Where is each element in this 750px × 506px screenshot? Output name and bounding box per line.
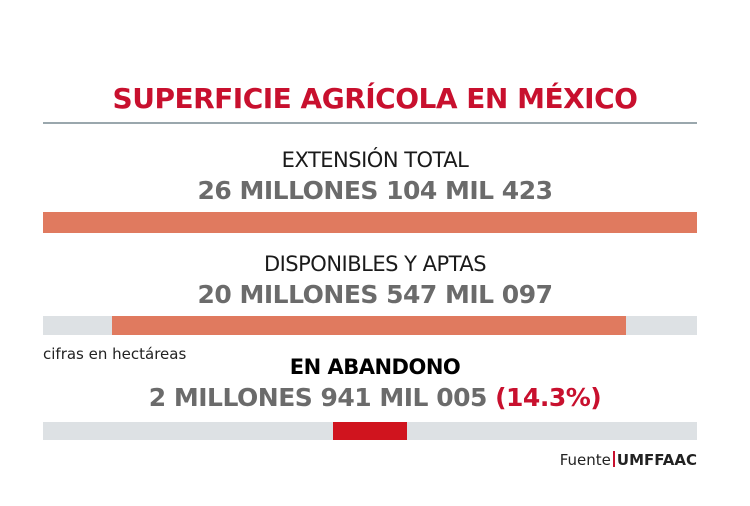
total-value: 26 MILLONES 104 MIL 423 <box>197 176 554 205</box>
infographic-title: SUPERFICIE AGRÍCOLA EN MÉXICO <box>112 82 638 115</box>
abandoned-bar <box>332 422 407 440</box>
abandoned-value: 2 MILLONES 941 MIL 005 <box>148 383 488 412</box>
title-divider <box>43 122 697 124</box>
available-label: DISPONIBLES Y APTAS <box>263 252 487 276</box>
total-label: EXTENSIÓN TOTAL <box>281 148 469 172</box>
unit-note: cifras en hectáreas <box>43 345 187 363</box>
total-bar <box>43 212 697 233</box>
available-bar <box>111 316 627 335</box>
total-bar-track <box>43 212 697 233</box>
abandoned-value-line: 2 MILLONES 941 MIL 005 (14.3%) <box>0 383 750 412</box>
source-separator <box>612 451 615 467</box>
source-label: Fuente <box>559 451 611 469</box>
abandoned-label: EN ABANDONO <box>289 355 461 379</box>
abandoned-percent: (14.3%) <box>495 383 602 412</box>
available-bar-track <box>43 316 697 335</box>
available-value: 20 MILLONES 547 MIL 097 <box>197 280 554 309</box>
source-name: UMFFAAC <box>616 451 697 469</box>
source-credit: Fuente UMFFAAC <box>560 451 697 469</box>
abandoned-bar-track <box>43 422 697 440</box>
